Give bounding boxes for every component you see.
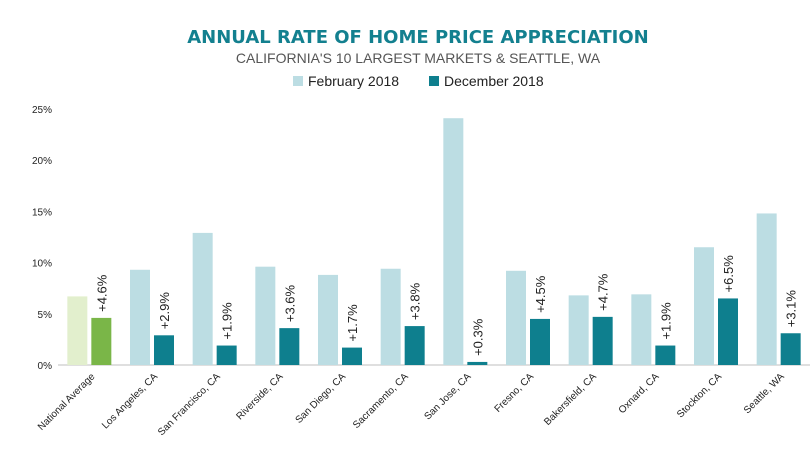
legend-swatch-february-2018 — [293, 76, 303, 86]
data-label-seattle-wa: +3.1% — [784, 290, 799, 328]
bar-february-2018-san-jose-ca — [443, 118, 464, 365]
bar-december-2018-san-jose-ca — [467, 361, 488, 365]
x-category-oxnard-ca: Oxnard, CA — [617, 371, 662, 416]
bar-february-2018-seattle-wa — [756, 213, 777, 365]
bar-december-2018-seattle-wa — [780, 333, 801, 365]
data-label-fresno-ca: +4.5% — [533, 275, 548, 313]
bar-february-2018-sacramento-ca — [380, 268, 401, 365]
bar-december-2018-fresno-ca — [530, 318, 550, 365]
bar-december-2018-oxnard-ca — [655, 345, 676, 365]
data-label-los-angeles-ca: +2.9% — [157, 292, 172, 330]
bar-february-2018-national-average — [67, 296, 88, 365]
x-category-riverside-ca: Riverside, CA — [234, 371, 285, 422]
y-tick-label: 25% — [32, 105, 52, 116]
x-category-san-jose-ca: San Jose, CA — [422, 371, 473, 422]
bar-december-2018-national-average — [91, 317, 112, 365]
data-labels: +4.6% +2.9% +1.9% +3.6% +1.7% +3.8% +0.3% +4.5%… — [94, 255, 798, 356]
legend-label-february-2018: February 2018 — [308, 73, 399, 89]
bar-december-2018-riverside-ca — [279, 328, 300, 365]
bar-december-2018-bakersfield-ca — [592, 316, 613, 365]
data-label-san-diego-ca: +1.7% — [345, 304, 360, 342]
x-category-san-francisco-ca: San Francisco, CA — [156, 371, 223, 438]
x-category-national-average: National Average — [36, 371, 98, 433]
bar-december-2018-san-diego-ca — [342, 347, 362, 365]
legend-label-december-2018: December 2018 — [444, 73, 544, 89]
y-tick-label: 5% — [38, 310, 53, 321]
bar-december-2018-san-francisco-ca — [216, 345, 237, 365]
bar-december-2018-los-angeles-ca — [154, 335, 174, 365]
data-label-stockton-ca: +6.5% — [721, 255, 736, 293]
x-category-bakersfield-ca: Bakersfield, CA — [542, 371, 599, 428]
y-tick-label: 15% — [32, 207, 52, 218]
legend: February 2018 December 2018 — [293, 73, 544, 89]
chart-title: ANNUAL RATE OF HOME PRICE APPRECIATION — [187, 27, 649, 48]
y-tick-label: 20% — [32, 156, 52, 167]
bar-december-2018-stockton-ca — [718, 298, 738, 365]
bar-december-2018-sacramento-ca — [404, 326, 425, 365]
bar-february-2018-fresno-ca — [506, 270, 526, 365]
x-category-fresno-ca: Fresno, CA — [493, 371, 537, 415]
data-label-oxnard-ca: +1.9% — [658, 302, 673, 340]
data-label-sacramento-ca: +3.8% — [408, 282, 423, 320]
x-category-los-angeles-ca: Los Angeles, CA — [100, 371, 160, 431]
bar-february-2018-riverside-ca — [255, 266, 276, 365]
data-label-san-jose-ca: +0.3% — [470, 318, 485, 356]
bars — [67, 118, 801, 365]
data-label-san-francisco-ca: +1.9% — [220, 302, 235, 340]
y-tick-label: 10% — [32, 259, 52, 270]
legend-swatch-december-2018 — [429, 76, 439, 86]
data-label-riverside-ca: +3.6% — [282, 284, 297, 322]
bar-february-2018-oxnard-ca — [631, 294, 652, 365]
x-category-stockton-ca: Stockton, CA — [675, 371, 724, 420]
y-axis: 0% 5% 10% 15% 20% 25% — [32, 105, 52, 372]
data-label-national-average: +4.6% — [94, 274, 109, 312]
x-category-san-diego-ca: San Diego, CA — [294, 371, 349, 426]
bar-february-2018-san-francisco-ca — [192, 232, 213, 365]
bar-february-2018-los-angeles-ca — [130, 269, 150, 365]
y-tick-label: 0% — [38, 361, 53, 372]
bar-february-2018-stockton-ca — [694, 247, 714, 365]
bar-february-2018-bakersfield-ca — [568, 295, 589, 365]
x-category-seattle-wa: Seattle, WA — [742, 371, 787, 416]
x-category-sacramento-ca: Sacramento, CA — [351, 371, 411, 431]
data-label-bakersfield-ca: +4.7% — [596, 273, 611, 311]
chart-subtitle: CALIFORNIA'S 10 LARGEST MARKETS & SEATTL… — [236, 50, 601, 66]
bar-february-2018-san-diego-ca — [318, 274, 338, 365]
